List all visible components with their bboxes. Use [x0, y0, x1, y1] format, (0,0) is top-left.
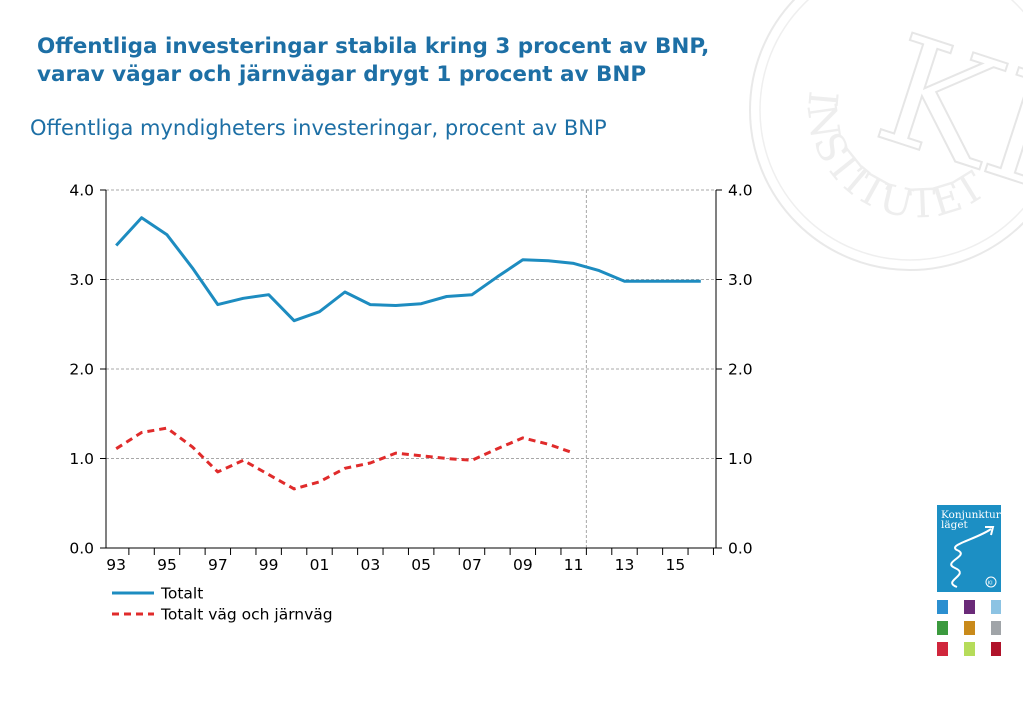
cover-thumb-0: [937, 600, 948, 614]
x-tick-label-11: 11: [564, 556, 584, 574]
report-cover-thumbnails: [937, 600, 1002, 658]
cover-thumb-4: [964, 621, 975, 635]
cover-badge-text: KI: [988, 581, 993, 587]
x-tick-label-95: 95: [157, 556, 177, 574]
y-tick-label-left-3: 3.0: [69, 271, 94, 289]
institutet-watermark-logo: KI INSTITUTET: [749, 0, 1023, 271]
legend-label-1: Totalt väg och järnväg: [160, 606, 333, 624]
cover-thumb-7: [964, 642, 975, 656]
x-tick-label-13: 13: [615, 556, 635, 574]
y-tick-label-left-4: 4.0: [69, 182, 94, 200]
cover-thumb-3: [937, 621, 948, 635]
cover-thumb-6: [937, 642, 948, 656]
y-tick-label-left-2: 2.0: [69, 361, 94, 379]
cover-title-line-2: läget: [941, 519, 969, 531]
x-tick-label-97: 97: [208, 556, 228, 574]
x-tick-label-01: 01: [310, 556, 330, 574]
chart-axes: 0.0 0.0 1.0 1.0 2.0 2.0 3.0 3.0 4.0 4.0 93 95 97 99 01…: [69, 182, 752, 575]
x-tick-label-05: 05: [411, 556, 431, 574]
cover-thumb-2: [991, 600, 1002, 614]
y-tick-label-right-2: 2.0: [728, 361, 753, 379]
legend-label-0: Totalt: [160, 585, 203, 603]
x-tick-label-03: 03: [360, 556, 380, 574]
series-line-1: [115, 426, 575, 491]
slide-title-line-1: Offentliga investeringar stabila kring 3…: [37, 34, 710, 59]
cover-badge: [985, 576, 997, 588]
cover-swirl-graphic: [950, 528, 992, 588]
slide-title-line-2: varav vägar och järnvägar drygt 1 procen…: [37, 62, 647, 87]
konjunkturlaget-report-cover: Konjunktur läget KI: [937, 505, 1002, 592]
cover-title-line-1: Konjunktur: [941, 509, 1001, 521]
x-tick-label-15: 15: [665, 556, 685, 574]
x-tick-label-09: 09: [513, 556, 533, 574]
y-tick-label-right-3: 3.0: [728, 271, 753, 289]
chart-legend: Totalt Totalt väg och järnväg: [112, 585, 333, 624]
x-tick-label-93: 93: [106, 556, 126, 574]
cover-arrow-head: [985, 526, 995, 536]
chart-series: [115, 216, 701, 491]
x-tick-label-07: 07: [462, 556, 482, 574]
y-tick-label-right-4: 4.0: [728, 182, 753, 200]
y-tick-label-left-0: 0.0: [69, 540, 94, 558]
y-tick-label-right-0: 0.0: [728, 540, 753, 558]
y-tick-label-right-1: 1.0: [728, 450, 753, 468]
cover-thumb-8: [991, 642, 1002, 656]
cover-thumb-1: [964, 600, 975, 614]
y-tick-label-left-1: 1.0: [69, 450, 94, 468]
chart-subtitle: Offentliga myndigheters investeringar, p…: [30, 116, 607, 140]
slide-title: Offentliga investeringar stabila kring 3…: [37, 33, 837, 89]
x-tick-label-99: 99: [259, 556, 279, 574]
cover-thumb-5: [991, 621, 1002, 635]
series-line-0: [115, 216, 701, 323]
chart-grid: [106, 189, 716, 459]
